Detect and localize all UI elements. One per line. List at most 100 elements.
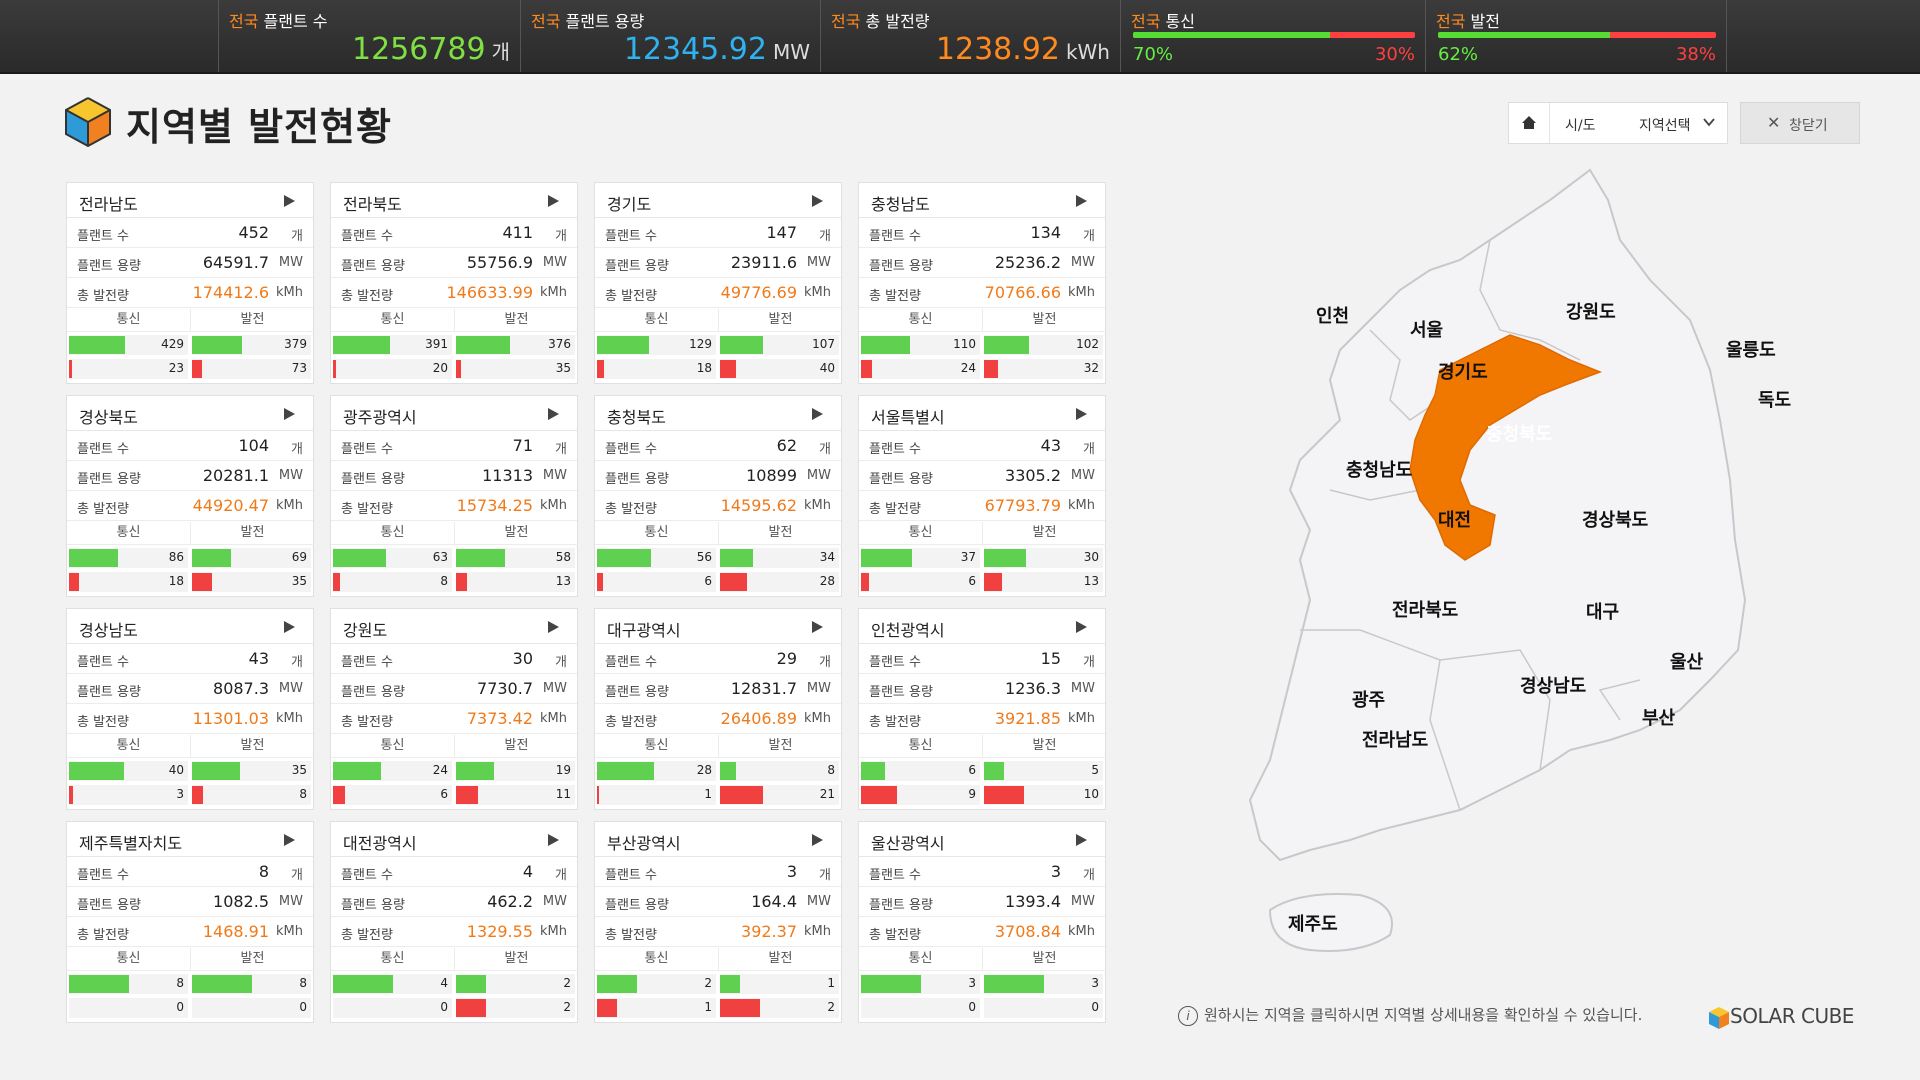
card-header[interactable]: 광주광역시 <box>331 396 577 431</box>
gen-header: 발전 <box>190 735 314 758</box>
card-header[interactable]: 전라남도 <box>67 183 313 218</box>
region-card[interactable]: 전라남도 플랜트 수 452 개 플랜트 용량 64591.7 MW 총 발전량 174412.… <box>66 182 314 384</box>
gen-fail-bar: 13 <box>984 572 1103 592</box>
region-card[interactable]: 제주특별자치도 플랜트 수 8 개 플랜트 용량 1082.5 MW 총 발전량 1468.91… <box>66 821 314 1023</box>
region-card[interactable]: 경기도 플랜트 수 147 개 플랜트 용량 23911.6 MW 총 발전량 49776.69… <box>594 182 842 384</box>
card-arrow-icon[interactable] <box>812 408 823 420</box>
comm-ok-bar: 24 <box>333 761 452 781</box>
map-label[interactable]: 인천 <box>1316 306 1350 327</box>
card-title: 강원도 <box>343 621 388 640</box>
card-header[interactable]: 충청북도 <box>595 396 841 431</box>
map-label[interactable]: 대구 <box>1586 602 1620 623</box>
region-select[interactable]: 시/도 지역선택 <box>1508 102 1728 144</box>
gen-fail-bar: 35 <box>192 572 311 592</box>
comm-fail-bar: 0 <box>861 998 980 1018</box>
gen-fail-bar: 35 <box>456 359 575 379</box>
region-card[interactable]: 충청북도 플랜트 수 62 개 플랜트 용량 10899 MW 총 발전량 14595.62 kM… <box>594 395 842 597</box>
region-card[interactable]: 강원도 플랜트 수 30 개 플랜트 용량 7730.7 MW 총 발전량 7373.42 kMh… <box>330 608 578 810</box>
card-header[interactable]: 울산광역시 <box>859 822 1105 857</box>
map-label[interactable]: 충청북도 <box>1486 424 1553 445</box>
gen-ok-bar: 3 <box>984 974 1103 994</box>
map-label[interactable]: 전라남도 <box>1362 730 1429 751</box>
region-card[interactable]: 경상북도 플랜트 수 104 개 플랜트 용량 20281.1 MW 총 발전량 44920.4… <box>66 395 314 597</box>
card-header[interactable]: 제주특별자치도 <box>67 822 313 857</box>
row-capacity: 플랜트 용량 10899 MW <box>595 460 841 491</box>
card-header[interactable]: 경상북도 <box>67 396 313 431</box>
card-header[interactable]: 전라북도 <box>331 183 577 218</box>
map-label[interactable]: 광주 <box>1352 690 1386 711</box>
card-arrow-icon[interactable] <box>284 621 295 633</box>
map-label[interactable]: 울릉도 <box>1726 340 1776 361</box>
solar-cube-logo: SOLAR CUBE <box>1730 1004 1854 1028</box>
comm-fail-bar: 1 <box>597 785 716 805</box>
comm-header: 통신 <box>859 309 982 332</box>
gen-header: 발전 <box>982 948 1106 971</box>
row-generation: 총 발전량 70766.66 kMh <box>859 277 1105 308</box>
region-card[interactable]: 전라북도 플랜트 수 411 개 플랜트 용량 55756.9 MW 총 발전량 146633.… <box>330 182 578 384</box>
home-icon[interactable] <box>1519 113 1539 133</box>
comm-ok-bar: 63 <box>333 548 452 568</box>
region-card[interactable]: 인천광역시 플랜트 수 15 개 플랜트 용량 1236.3 MW 총 발전량 3921.85 k… <box>858 608 1106 810</box>
map-label[interactable]: 울산 <box>1670 652 1704 673</box>
card-header[interactable]: 부산광역시 <box>595 822 841 857</box>
card-arrow-icon[interactable] <box>1076 195 1087 207</box>
region-card[interactable]: 경상남도 플랜트 수 43 개 플랜트 용량 8087.3 MW 총 발전량 11301.03 k… <box>66 608 314 810</box>
region-card[interactable]: 울산광역시 플랜트 수 3 개 플랜트 용량 1393.4 MW 총 발전량 3708.84 kM… <box>858 821 1106 1023</box>
gen-ok-bar: 34 <box>720 548 839 568</box>
row-generation: 총 발전량 67793.79 kMh <box>859 490 1105 521</box>
chevron-down-icon[interactable] <box>1701 114 1717 130</box>
close-window-button[interactable]: ✕ 창닫기 <box>1740 102 1860 144</box>
map-label[interactable]: 서울 <box>1410 320 1444 341</box>
map-label[interactable]: 경상북도 <box>1582 510 1649 531</box>
card-title: 울산광역시 <box>871 834 945 853</box>
card-header[interactable]: 서울특별시 <box>859 396 1105 431</box>
card-arrow-icon[interactable] <box>1076 408 1087 420</box>
card-header[interactable]: 강원도 <box>331 609 577 644</box>
comm-fail-bar: 20 <box>333 359 452 379</box>
comm-ok-bar: 86 <box>69 548 188 568</box>
card-arrow-icon[interactable] <box>284 195 295 207</box>
region-card[interactable]: 충청남도 플랜트 수 134 개 플랜트 용량 25236.2 MW 총 발전량 70766.6… <box>858 182 1106 384</box>
card-arrow-icon[interactable] <box>548 834 559 846</box>
card-arrow-icon[interactable] <box>812 621 823 633</box>
region-card[interactable]: 부산광역시 플랜트 수 3 개 플랜트 용량 164.4 MW 총 발전량 392.37 kMh 통… <box>594 821 842 1023</box>
card-arrow-icon[interactable] <box>812 834 823 846</box>
comm-ok-bar: 6 <box>861 761 980 781</box>
comm-ok-bar: 110 <box>861 335 980 355</box>
map-label[interactable]: 제주도 <box>1288 914 1338 935</box>
map-label[interactable]: 충청남도 <box>1346 460 1413 481</box>
map-label[interactable]: 전라북도 <box>1392 600 1459 621</box>
card-arrow-icon[interactable] <box>548 621 559 633</box>
card-header[interactable]: 경기도 <box>595 183 841 218</box>
card-header[interactable]: 대전광역시 <box>331 822 577 857</box>
map-label[interactable]: 부산 <box>1642 708 1676 729</box>
gen-ok-bar: 376 <box>456 335 575 355</box>
summary-capacity-title: 전국 플랜트 용량 <box>531 12 645 31</box>
card-arrow-icon[interactable] <box>548 408 559 420</box>
region-card[interactable]: 대전광역시 플랜트 수 4 개 플랜트 용량 462.2 MW 총 발전량 1329.55 kMh… <box>330 821 578 1023</box>
region-card[interactable]: 대구광역시 플랜트 수 29 개 플랜트 용량 12831.7 MW 총 발전량 26406.8… <box>594 608 842 810</box>
map-label[interactable]: 대전 <box>1438 510 1472 531</box>
select-value[interactable]: 지역선택 <box>1639 118 1691 134</box>
card-arrow-icon[interactable] <box>812 195 823 207</box>
row-capacity: 플랜트 용량 1236.3 MW <box>859 673 1105 704</box>
map-label[interactable]: 강원도 <box>1566 302 1616 323</box>
region-card[interactable]: 광주광역시 플랜트 수 71 개 플랜트 용량 11313 MW 총 발전량 15734.25 k… <box>330 395 578 597</box>
region-card[interactable]: 서울특별시 플랜트 수 43 개 플랜트 용량 3305.2 MW 총 발전량 67793.79… <box>858 395 1106 597</box>
footnote: i 원하시는 지역을 클릭하시면 지역별 상세내용을 확인하실 수 있습니다. <box>1178 1004 1642 1026</box>
card-header[interactable]: 대구광역시 <box>595 609 841 644</box>
gen-header: 발전 <box>454 309 578 332</box>
card-arrow-icon[interactable] <box>284 408 295 420</box>
map-label[interactable]: 경기도 <box>1438 362 1488 383</box>
map-label[interactable]: 경상남도 <box>1520 676 1587 697</box>
card-arrow-icon[interactable] <box>548 195 559 207</box>
summary-gen: 전국 발전 62% 38% <box>1425 0 1727 72</box>
korea-map[interactable] <box>1240 160 1780 980</box>
map-label[interactable]: 독도 <box>1758 390 1792 411</box>
card-arrow-icon[interactable] <box>284 834 295 846</box>
card-arrow-icon[interactable] <box>1076 834 1087 846</box>
card-arrow-icon[interactable] <box>1076 621 1087 633</box>
card-header[interactable]: 인천광역시 <box>859 609 1105 644</box>
card-header[interactable]: 충청남도 <box>859 183 1105 218</box>
card-header[interactable]: 경상남도 <box>67 609 313 644</box>
